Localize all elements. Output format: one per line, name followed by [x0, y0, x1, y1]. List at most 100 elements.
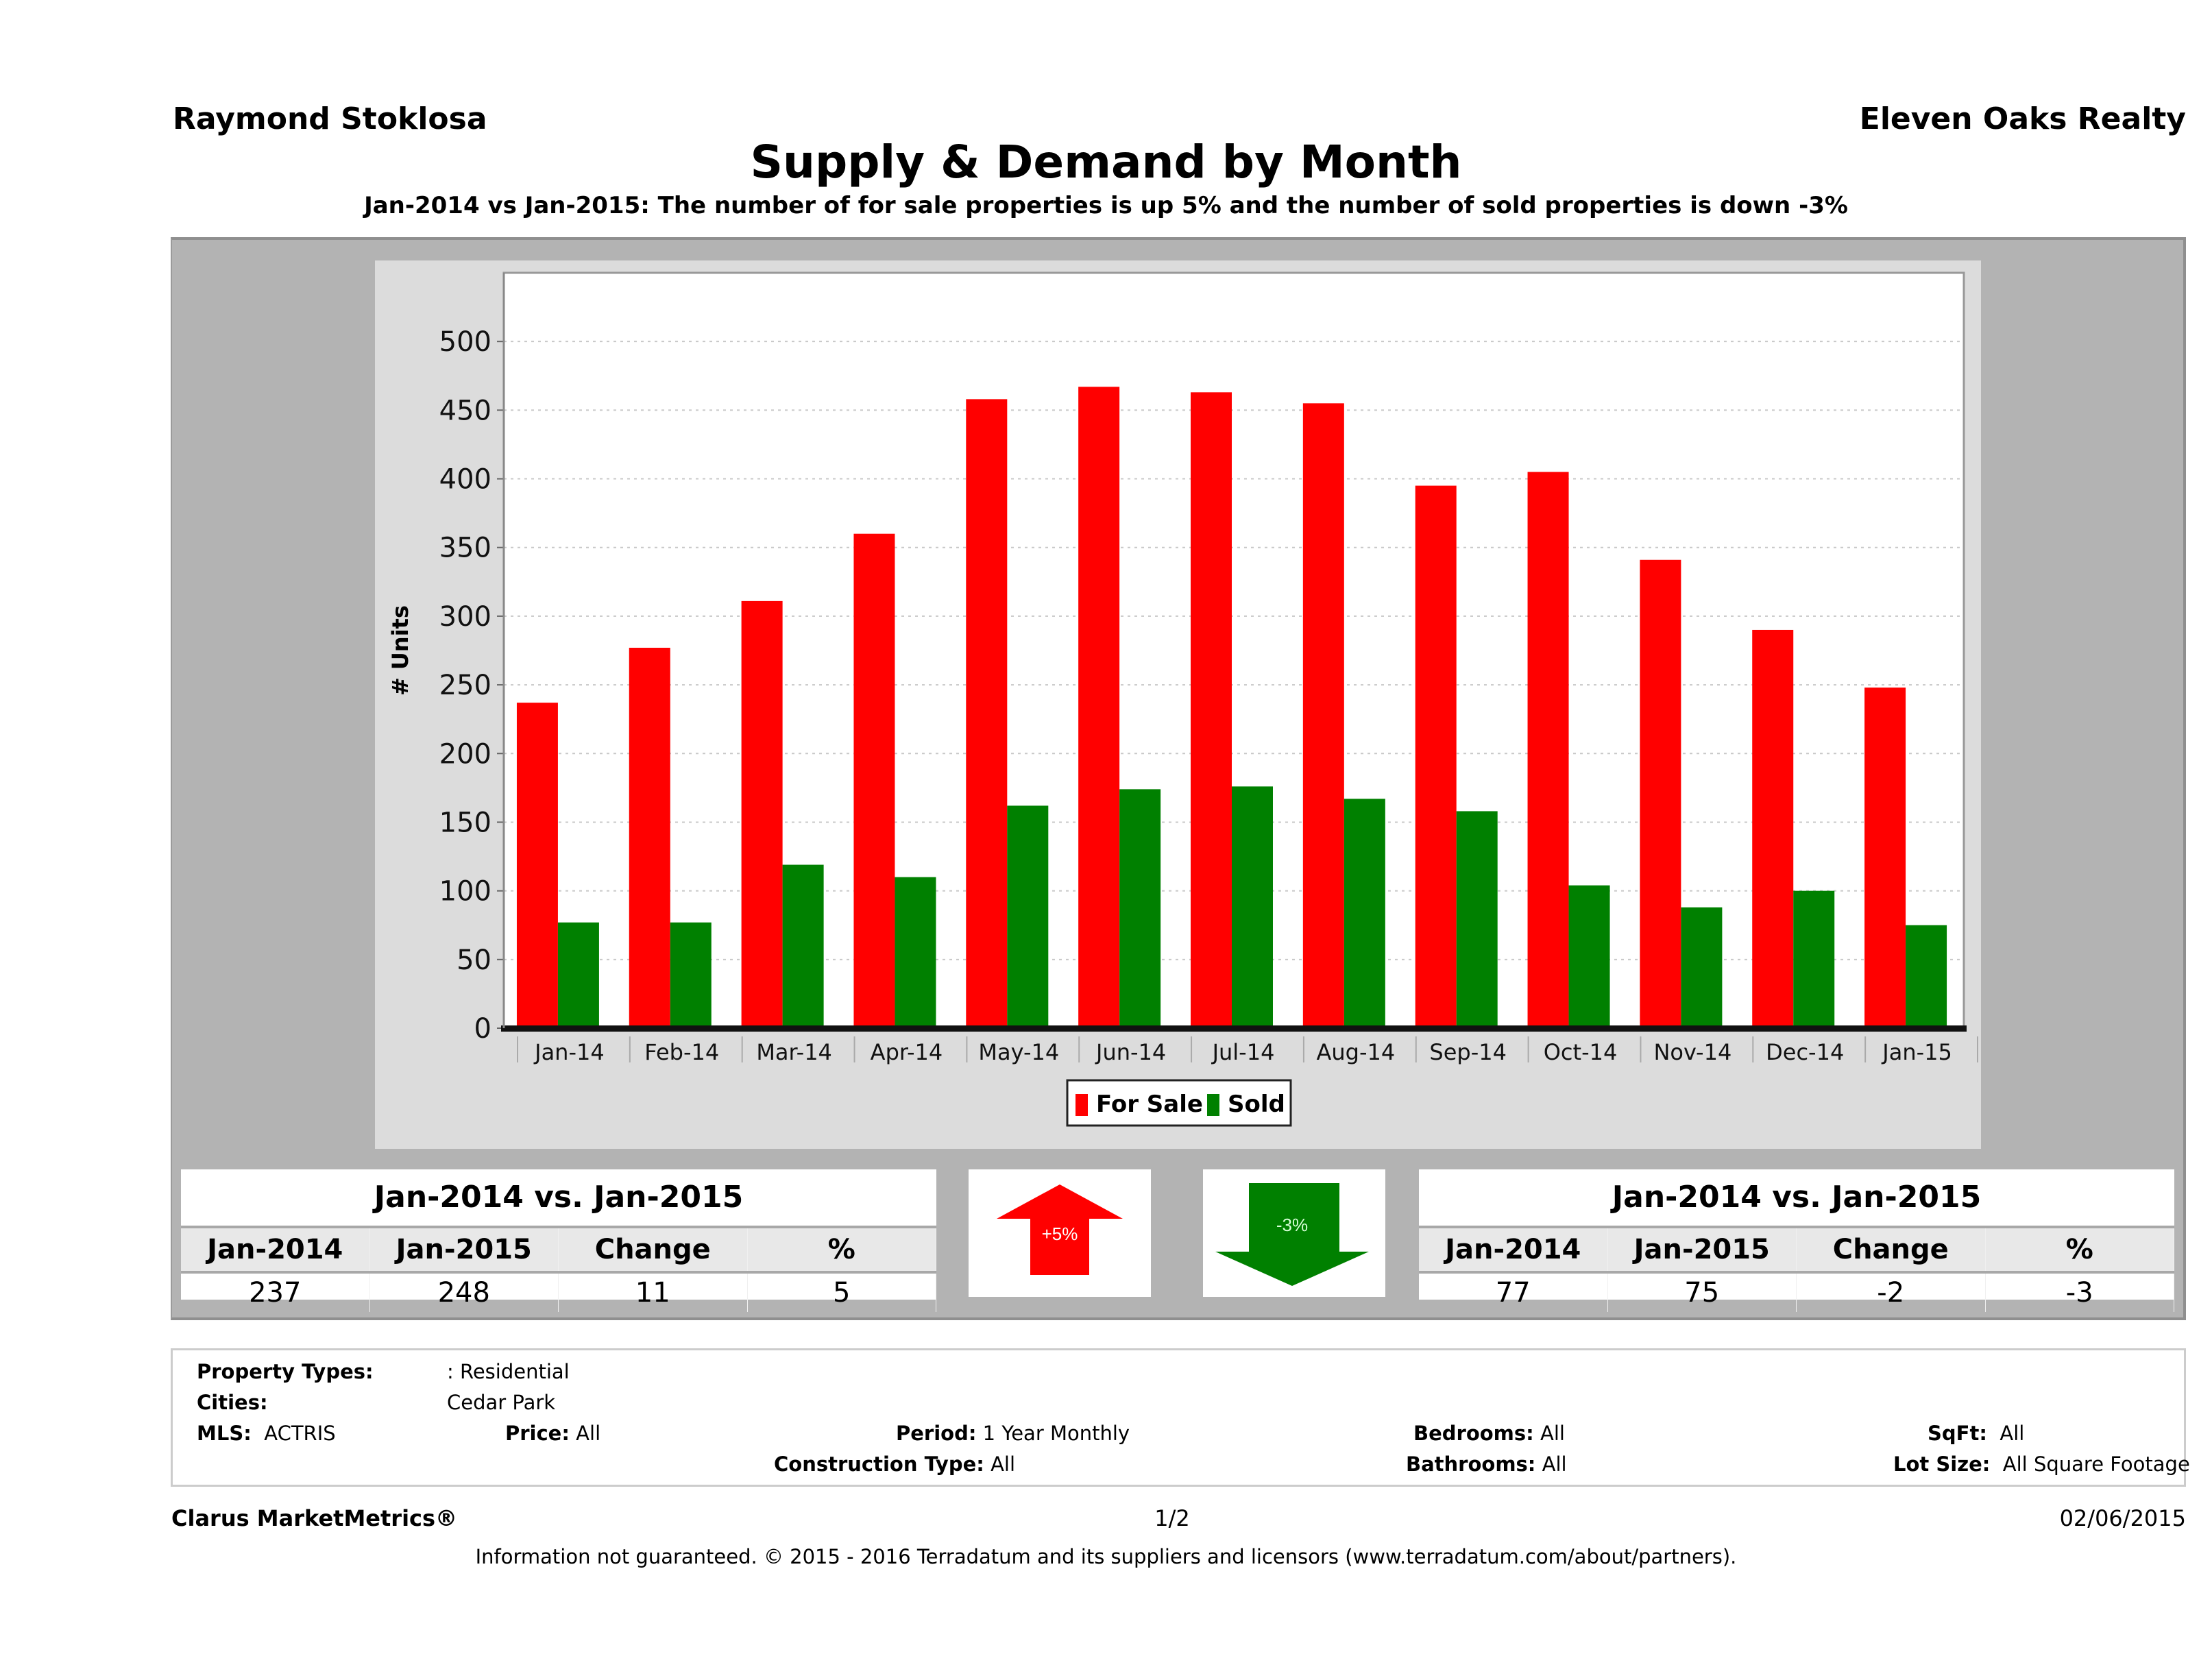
x-tick-label: Jan-14 — [533, 1039, 605, 1065]
x-tick-label: Jul-14 — [1211, 1039, 1275, 1065]
legend-swatch-for-sale — [1075, 1094, 1088, 1116]
value-percent: -3 — [1986, 1274, 2174, 1312]
bar-sold — [1906, 925, 1947, 1028]
bar-sold — [1793, 890, 1835, 1028]
y-tick-label: 450 — [439, 395, 491, 426]
bar-sold — [782, 864, 824, 1028]
criteria-bedrooms-value: All — [1540, 1422, 1565, 1445]
y-tick-label: 500 — [439, 326, 491, 358]
y-tick-label: 150 — [439, 807, 491, 838]
header-change: Change — [1797, 1228, 1986, 1271]
criteria-period-value: 1 Year Monthly — [982, 1422, 1130, 1445]
agent-name: Raymond Stoklosa — [173, 101, 487, 136]
criteria-sqft: SqFt: All — [1928, 1422, 2025, 1445]
value-change: 11 — [559, 1274, 748, 1312]
up-arrow-icon — [997, 1184, 1123, 1275]
down-arrow-icon — [1215, 1183, 1369, 1286]
up-arrow-label: +5% — [1042, 1224, 1078, 1244]
y-tick-label: 300 — [439, 601, 491, 633]
y-tick-label: 0 — [474, 1013, 491, 1045]
sold-summary-title: Jan-2014 vs. Jan-2015 — [1419, 1169, 2174, 1228]
criteria-lot-size-value: All Square Footage — [2002, 1452, 2190, 1476]
legend — [1066, 1079, 1292, 1127]
y-tick-label: 200 — [439, 738, 491, 770]
bar-sold — [1344, 799, 1385, 1028]
y-tick-label: 50 — [457, 945, 491, 976]
for-sale-summary-title: Jan-2014 vs. Jan-2015 — [181, 1169, 936, 1228]
bar-sold — [1007, 805, 1049, 1028]
bar-for-sale — [516, 703, 558, 1028]
criteria-construction-value: All — [990, 1452, 1016, 1476]
criteria-price-value: All — [576, 1422, 601, 1445]
x-tick-label: Jan-15 — [1881, 1039, 1952, 1065]
bar-chart: 0 50 100 150 200 250 300 350 400 450 500 # Units Jan… — [387, 271, 1978, 1127]
down-arrow-box: -3% — [1203, 1169, 1385, 1297]
down-arrow-label: -3% — [1276, 1215, 1308, 1235]
bar-for-sale — [1752, 629, 1794, 1028]
x-tick-label: Sep-14 — [1429, 1039, 1507, 1065]
criteria-property-types-value: : Residential — [447, 1360, 570, 1383]
criteria-period: Period: 1 Year Monthly — [896, 1422, 1130, 1445]
y-tick-label: 100 — [439, 876, 491, 908]
bar-for-sale — [741, 600, 783, 1028]
bar-for-sale — [853, 533, 895, 1028]
y-tick-label: 400 — [439, 464, 491, 496]
for-sale-summary-table: Jan-2014 vs. Jan-2015 Jan-2014 Jan-2015 … — [181, 1169, 936, 1312]
y-tick-label: 350 — [439, 533, 491, 564]
value-jan-2014: 237 — [181, 1274, 370, 1312]
x-tick-label: Jun-14 — [1095, 1039, 1166, 1065]
y-tick-label: 250 — [439, 670, 491, 701]
disclaimer: Information not guaranteed. © 2015 - 201… — [475, 1545, 1737, 1568]
brand-label: Clarus MarketMetrics® — [171, 1505, 458, 1531]
value-change: -2 — [1797, 1274, 1986, 1312]
bar-for-sale — [629, 647, 670, 1028]
bar-sold — [895, 877, 936, 1028]
criteria-property-types: Property Types: — [197, 1360, 374, 1383]
x-tick-label: Feb-14 — [644, 1039, 719, 1065]
report-date: 02/06/2015 — [2059, 1505, 2186, 1531]
bar-for-sale — [1078, 387, 1120, 1028]
value-jan-2015: 248 — [370, 1274, 559, 1312]
criteria-construction: Construction Type: All — [774, 1452, 1016, 1476]
bar-for-sale — [1864, 688, 1906, 1028]
bar-for-sale — [1640, 559, 1681, 1028]
up-arrow-box: +5% — [969, 1169, 1151, 1297]
value-jan-2015: 75 — [1608, 1274, 1797, 1312]
bar-sold — [1232, 786, 1273, 1028]
bar-sold — [1568, 885, 1610, 1028]
x-tick-label: Mar-14 — [756, 1039, 832, 1065]
criteria-sqft-value: All — [2000, 1422, 2025, 1445]
bar-for-sale — [1415, 485, 1457, 1028]
value-jan-2014: 77 — [1419, 1274, 1608, 1312]
bar-for-sale — [1302, 403, 1344, 1028]
x-tick-label: Dec-14 — [1766, 1039, 1844, 1065]
bar-for-sale — [1191, 392, 1232, 1028]
legend-label: Sold — [1228, 1091, 1285, 1118]
x-tick-label: Nov-14 — [1653, 1039, 1731, 1065]
bar-for-sale — [966, 399, 1008, 1028]
report-subtitle: Jan-2014 vs Jan-2015: The number of for … — [364, 192, 1848, 219]
x-tick-label: Apr-14 — [871, 1039, 943, 1065]
bar-sold — [1119, 789, 1161, 1028]
x-tick-label: May-14 — [978, 1039, 1059, 1065]
header-jan-2015: Jan-2015 — [370, 1228, 559, 1271]
sold-summary-table: Jan-2014 vs. Jan-2015 Jan-2014 Jan-2015 … — [1419, 1169, 2174, 1312]
header-jan-2014: Jan-2014 — [181, 1228, 370, 1271]
x-axis-baseline — [501, 1025, 1967, 1032]
header-change: Change — [559, 1228, 748, 1271]
bar-sold — [557, 922, 599, 1028]
bar-sold — [1681, 907, 1723, 1028]
bar-sold — [1456, 811, 1498, 1028]
header-percent: % — [1986, 1228, 2174, 1271]
legend-swatch-sold — [1207, 1094, 1219, 1116]
bar-for-sale — [1527, 472, 1569, 1028]
x-tick-label: Aug-14 — [1316, 1039, 1395, 1065]
header-jan-2014: Jan-2014 — [1419, 1228, 1608, 1271]
criteria-cities-value: Cedar Park — [447, 1391, 556, 1414]
page-number: 1/2 — [1154, 1505, 1190, 1531]
header-percent: % — [748, 1228, 936, 1271]
criteria-lot-size: Lot Size: All Square Footage — [1893, 1452, 2190, 1476]
report-title: Supply & Demand by Month — [750, 136, 1462, 189]
criteria-mls-value: ACTRIS — [264, 1422, 336, 1445]
criteria-mls: MLS: ACTRIS — [197, 1422, 336, 1445]
